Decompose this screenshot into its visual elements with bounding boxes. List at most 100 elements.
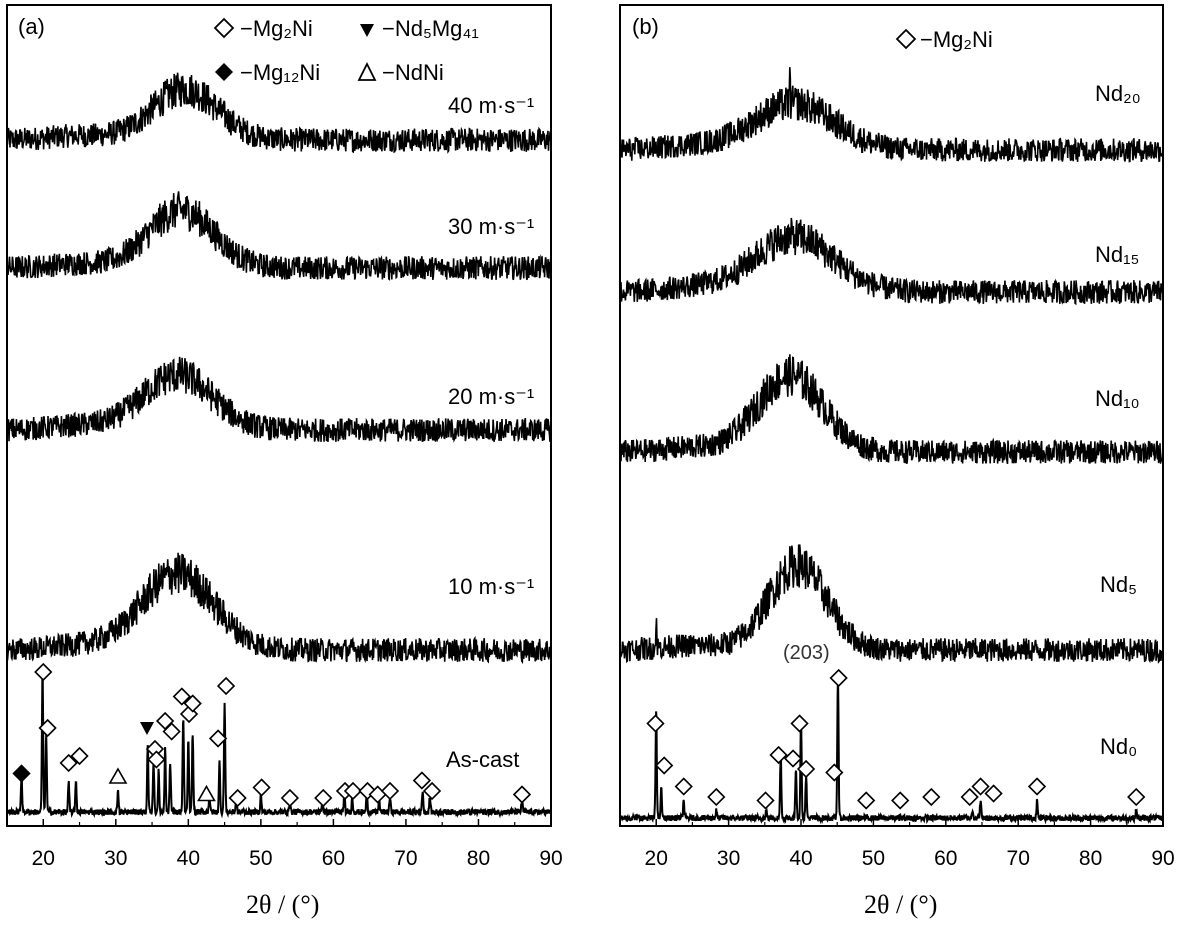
trace-label-nd15: Nd₁₅ [1095,242,1139,267]
phase-marker-8 [790,714,809,733]
legend-mg12ni-label: −Mg₁₂Ni [240,60,320,85]
phase-marker-15 [197,784,216,802]
phase-marker-9 [796,759,816,779]
x-tick-label-80: 80 [467,847,490,870]
trace-2 [619,217,1164,306]
filled-diamond-icon [215,63,233,81]
x-tick-label-20: 20 [32,847,55,870]
panel-a-traces [6,72,552,819]
x-tick-label-80: 80 [1079,847,1102,870]
legend-nd5mg41-label: −Nd₅Mg₄₁ [382,16,479,41]
phase-marker-2 [34,662,53,682]
panel-b-legend: −Mg₂Ni [895,27,993,52]
trace-3 [6,356,552,443]
trace-5 [6,671,552,819]
legend-b-mg2ni-label: −Mg₂Ni [920,27,993,52]
legend-mg2ni-entry: −Mg₂Ni [213,16,313,41]
x-tick-label-70: 70 [394,847,417,870]
phase-marker-4 [59,753,78,773]
trace-4 [619,544,1164,664]
x-tick-label-30: 30 [104,847,127,870]
open-diamond-icon [213,17,235,39]
phase-marker-1 [12,764,31,783]
x-tick-label-90: 90 [539,847,562,870]
x-tick-label-50: 50 [862,847,885,870]
phase-marker-21 [314,788,333,808]
phase-marker-2 [655,756,674,775]
trace-label-30: 30 m·s⁻¹ [448,214,534,239]
phase-marker-16 [208,729,228,748]
phase-marker-14 [922,787,941,807]
phase-marker-7 [783,749,803,768]
panel-a-legend: −Mg₂Ni −Nd₅Mg₄₁ −Mg₁₂Ni −NdNi [213,16,479,85]
open-diamond-icon [895,28,917,50]
phase-marker-20 [280,788,300,808]
phase-marker-7 [139,722,154,735]
trace-3 [619,354,1164,464]
phase-marker-19 [1127,787,1146,807]
peak-annotation-203: (203) [783,642,830,664]
panel-b-x-label: 2θ / (°) [864,890,937,919]
x-tick-label-40: 40 [177,847,200,870]
trace-label-nd20: Nd₂₀ [1095,81,1141,106]
panel-a-markers [12,662,532,808]
trace-4 [6,552,552,665]
phase-marker-13 [179,704,199,724]
phase-marker-18 [1027,777,1047,796]
phase-marker-5 [70,746,89,766]
trace-label-20: 20 m·s⁻¹ [448,384,534,409]
panel-a-x-label: 2θ / (°) [246,890,319,919]
phase-marker-28 [422,781,442,801]
legend-mg2ni-label: −Mg₂Ni [240,16,313,41]
x-tick-label-30: 30 [717,847,740,870]
phase-marker-15 [960,787,979,807]
legend-ndni-entry: −NdNi [357,60,444,85]
legend-nd5mg41-entry: −Nd₅Mg₄₁ [360,16,479,41]
x-tick-label-50: 50 [249,847,272,870]
phase-marker-29 [512,785,532,804]
phase-marker-12 [857,791,876,810]
phase-marker-10 [825,763,844,782]
phase-marker-12 [172,687,191,706]
phase-marker-1 [646,714,665,733]
trace-5 [619,674,1164,825]
phase-marker-3 [674,777,693,796]
phase-marker-24 [358,781,377,801]
trace-2 [6,191,552,281]
x-tick-label-90: 90 [1151,847,1174,870]
legend-ndni-label: −NdNi [382,60,444,85]
phase-marker-16 [971,777,990,796]
panel-a-letter: (a) [18,14,45,39]
phase-marker-17 [984,784,1003,803]
phase-marker-26 [380,781,400,801]
trace-label-nd5: Nd₅ [1100,572,1137,597]
panel-b-x-axis: 20 30 40 50 60 70 80 90 [619,819,1175,870]
trace-label-10: 10 m·s⁻¹ [448,574,534,599]
phase-marker-11 [162,722,181,741]
panel-b-frame [619,4,1164,827]
phase-marker-13 [891,791,910,810]
x-tick-label-20: 20 [645,847,668,870]
phase-marker-19 [252,778,271,797]
phase-marker-6 [108,767,128,784]
panel-b-traces [619,67,1164,825]
phase-marker-18 [228,788,247,808]
x-tick-label-40: 40 [789,847,812,870]
phase-marker-23 [343,781,363,801]
panel-a-x-axis: 20 30 40 50 60 70 80 90 [6,819,563,870]
open-triangle-icon [357,61,377,81]
trace-1 [6,72,552,154]
trace-label-nd0: Nd₀ [1100,734,1137,759]
phase-marker-27 [412,771,432,790]
phase-marker-9 [147,750,166,769]
trace-1 [619,67,1164,163]
x-tick-label-60: 60 [322,847,345,870]
panel-b-markers [646,668,1146,810]
phase-marker-14 [183,694,202,713]
filled-down-triangle-icon [360,24,374,37]
phase-marker-17 [216,676,236,696]
phase-marker-3 [38,718,57,738]
panel-b-letter: (b) [632,14,659,39]
trace-label-nd10: Nd₁₀ [1095,386,1140,411]
x-tick-label-60: 60 [934,847,957,870]
